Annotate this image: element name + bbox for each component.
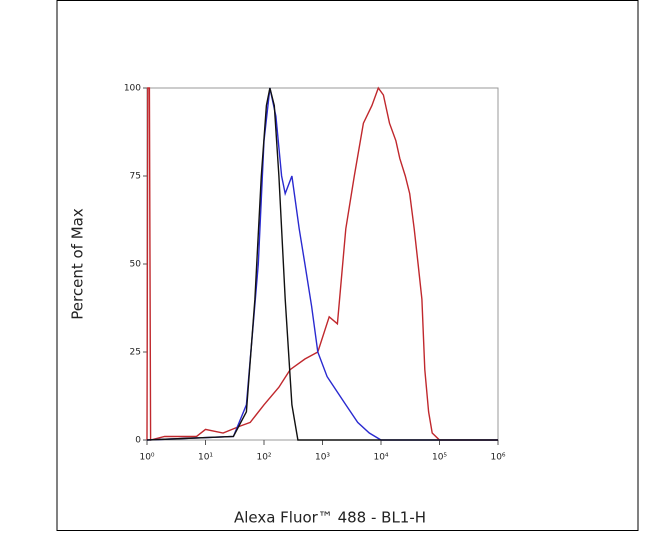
x-axis-label: Alexa Fluor™ 488 - BL1-H <box>234 509 426 527</box>
y-tick-label: 0 <box>135 436 141 446</box>
series-line <box>146 86 498 441</box>
y-axis-label: Percent of Max <box>69 208 87 320</box>
x-tick-label: 10² <box>256 453 271 463</box>
series-line <box>146 87 498 441</box>
series-line <box>146 87 498 441</box>
x-tick-label: 10¹ <box>198 453 213 463</box>
y-tick-label: 100 <box>124 84 141 94</box>
y-tick-label: 75 <box>130 172 141 182</box>
frame <box>56 0 639 531</box>
x-tick-label: 10⁴ <box>373 453 388 463</box>
x-tick-label: 10³ <box>315 453 330 463</box>
x-tick-label: 10⁵ <box>432 453 447 463</box>
x-tick-label: 10⁶ <box>490 453 505 463</box>
y-tick-label: 25 <box>130 348 141 358</box>
y-tick-label: 50 <box>130 260 142 270</box>
x-tick-label: 10⁰ <box>139 453 154 463</box>
